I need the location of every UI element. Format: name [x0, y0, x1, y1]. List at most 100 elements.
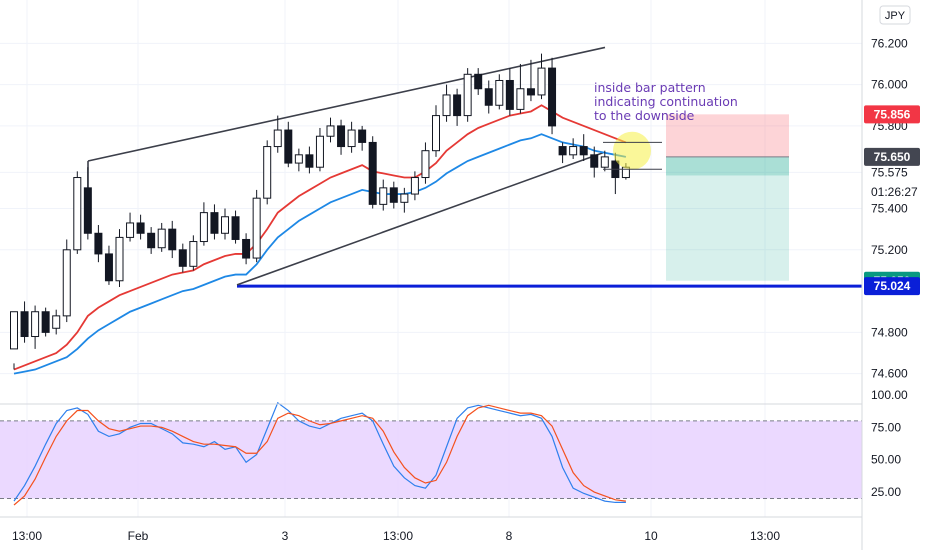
- bearish-candle-body: [505, 79, 514, 110]
- candle: [505, 68, 514, 116]
- bullish-candle-body: [463, 73, 472, 117]
- bullish-candle-body: [52, 315, 61, 329]
- bearish-candle-body: [389, 187, 398, 203]
- bullish-candle-body: [410, 177, 419, 195]
- candle: [147, 227, 156, 254]
- candle: [20, 301, 29, 343]
- stop-loss-zone[interactable]: [666, 114, 789, 157]
- bullish-candle-body: [199, 212, 208, 243]
- candle: [484, 80, 493, 114]
- time-tick-label: 3: [282, 529, 289, 543]
- bullish-candle-body: [326, 125, 335, 137]
- candle: [136, 214, 145, 240]
- currency-badge[interactable]: JPY: [879, 5, 911, 25]
- candle: [157, 222, 166, 252]
- bearish-candle-body: [358, 129, 367, 143]
- axis-tick-labels: 76.20076.00075.80075.57575.40075.20074.8…: [12, 36, 908, 543]
- candle: [273, 115, 282, 153]
- bullish-candle-body: [421, 150, 430, 179]
- bearish-candle-body: [41, 311, 50, 333]
- candle: [52, 309, 61, 335]
- annotation-line: inside bar pattern: [594, 80, 706, 95]
- bearish-candle-body: [147, 232, 156, 249]
- bar-countdown: 01:26:27: [871, 185, 918, 199]
- candle: [474, 68, 483, 95]
- pattern-annotation: inside bar pattern indicating continuatio…: [594, 80, 738, 123]
- bearish-candle-body: [548, 67, 557, 127]
- candle: [400, 187, 409, 213]
- candle: [115, 229, 124, 287]
- oscillator-d-line: [13, 404, 626, 506]
- candle: [94, 225, 103, 263]
- candle: [168, 220, 177, 259]
- bullish-candle-body: [600, 156, 609, 168]
- slow-moving-average: [13, 133, 627, 375]
- candle: [231, 210, 240, 244]
- candle: [73, 171, 82, 254]
- candle: [315, 127, 324, 172]
- oscillator-tick-label: 50.00: [871, 453, 901, 467]
- price-tick-label: 76.000: [871, 78, 908, 92]
- candle: [104, 245, 113, 285]
- price-tick-label: 76.200: [871, 36, 908, 50]
- price-tag: 75.650: [864, 147, 920, 166]
- take-profit-zone[interactable]: [666, 156, 789, 281]
- annotation-line: indicating continuation: [594, 94, 738, 109]
- bearish-candle-body: [558, 146, 567, 156]
- time-tick-label: 13:00: [383, 529, 413, 543]
- candle: [368, 136, 377, 209]
- bullish-candle-body: [31, 311, 40, 338]
- candle: [83, 167, 92, 240]
- bullish-candle-body: [115, 236, 124, 282]
- bullish-candle-body: [10, 311, 18, 350]
- bearish-candle-body: [242, 238, 251, 259]
- time-tick-label: 8: [506, 529, 513, 543]
- candle: [590, 146, 599, 178]
- bullish-candle-body: [252, 197, 261, 259]
- candle: [463, 68, 472, 122]
- upper-trend-line[interactable]: [87, 46, 606, 162]
- candlestick-series: [10, 53, 630, 370]
- time-tick-label: 10: [644, 529, 658, 543]
- currency-label: JPY: [885, 10, 906, 22]
- price-tick-label: 74.800: [871, 325, 908, 339]
- bullish-candle-body: [273, 129, 282, 148]
- candle: [379, 179, 388, 211]
- bearish-candle-body: [136, 222, 145, 234]
- lower-trend-line[interactable]: [236, 152, 604, 286]
- candle: [600, 150, 609, 172]
- bearish-candle-body: [590, 154, 599, 168]
- bullish-candle-body: [537, 67, 546, 96]
- highlight-circle: [613, 131, 651, 170]
- oscillator-tick-label: 25.00: [871, 485, 901, 499]
- candle: [442, 84, 451, 122]
- bullish-candle-body: [73, 177, 82, 251]
- bearish-candle-body: [368, 141, 377, 205]
- candle: [358, 125, 367, 151]
- oscillator-panel: [0, 401, 862, 506]
- bullish-candle-body: [221, 216, 229, 234]
- bullish-candle-body: [62, 249, 71, 317]
- oscillator-k-line: [13, 401, 626, 504]
- price-tag-box: [864, 105, 920, 124]
- candle: [569, 138, 578, 159]
- bullish-candle-body: [516, 88, 525, 110]
- candle: [210, 204, 219, 240]
- candle: [189, 235, 198, 271]
- candle: [263, 140, 272, 205]
- price-tick-label: 74.600: [871, 367, 908, 381]
- bullish-candle-body: [442, 94, 451, 117]
- annotation-line: to the downside: [594, 108, 695, 123]
- trend-lines[interactable]: [87, 46, 862, 288]
- candle: [548, 57, 557, 135]
- candle: [432, 105, 440, 157]
- trade-position-box[interactable]: [666, 114, 789, 281]
- price-tag: 75.856: [864, 105, 920, 124]
- candle: [242, 233, 251, 265]
- bullish-candle-body: [569, 146, 578, 156]
- bearish-candle-body: [94, 232, 103, 255]
- time-tick-label: 13:00: [12, 529, 42, 543]
- bullish-candle-body: [379, 187, 388, 205]
